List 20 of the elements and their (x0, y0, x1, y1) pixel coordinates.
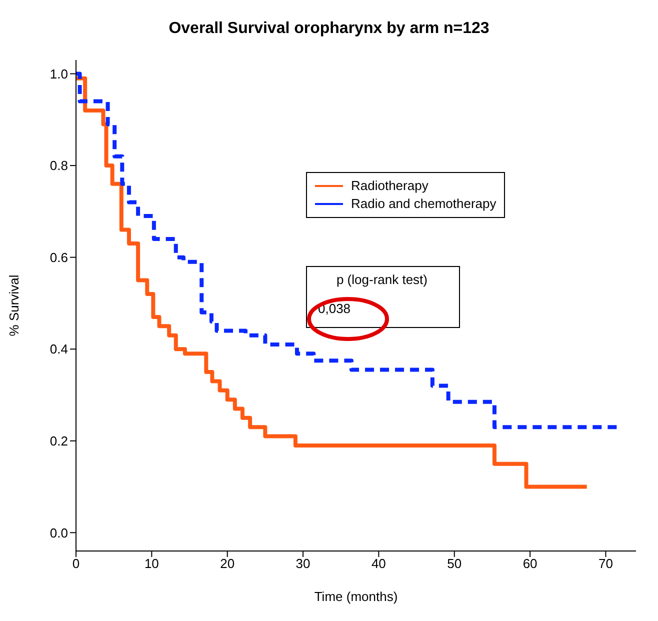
x-tick-label: 60 (522, 556, 538, 572)
y-tick-label: 0.4 (50, 342, 68, 357)
annotation: p (log-rank test) (335, 272, 429, 287)
y-tick-label: 1.0 (50, 66, 68, 82)
x-axis-title: Time (months) (314, 589, 398, 604)
x-tick-label: 70 (598, 556, 613, 572)
x-tick-label: 50 (447, 556, 462, 572)
x-tick-label: 0 (72, 556, 80, 572)
y-tick-label: 0.8 (50, 158, 68, 174)
x-tick-label: 30 (296, 556, 310, 572)
y-tick-label: 0.2 (50, 433, 68, 448)
x-tick-label: 20 (220, 556, 235, 572)
y-tick-label: 0.6 (50, 250, 68, 265)
chart-title: Overall Survival oropharynx by arm n=123 (168, 20, 490, 38)
y-axis-title: % Survival (6, 274, 22, 336)
y-tick-label: 0.0 (50, 525, 68, 540)
legend-label: Radio and chemotherapy (351, 195, 496, 213)
x-tick-label: 10 (144, 556, 159, 572)
x-tick-label: 40 (371, 556, 386, 572)
legend-label: Radiotherapy (351, 177, 428, 195)
